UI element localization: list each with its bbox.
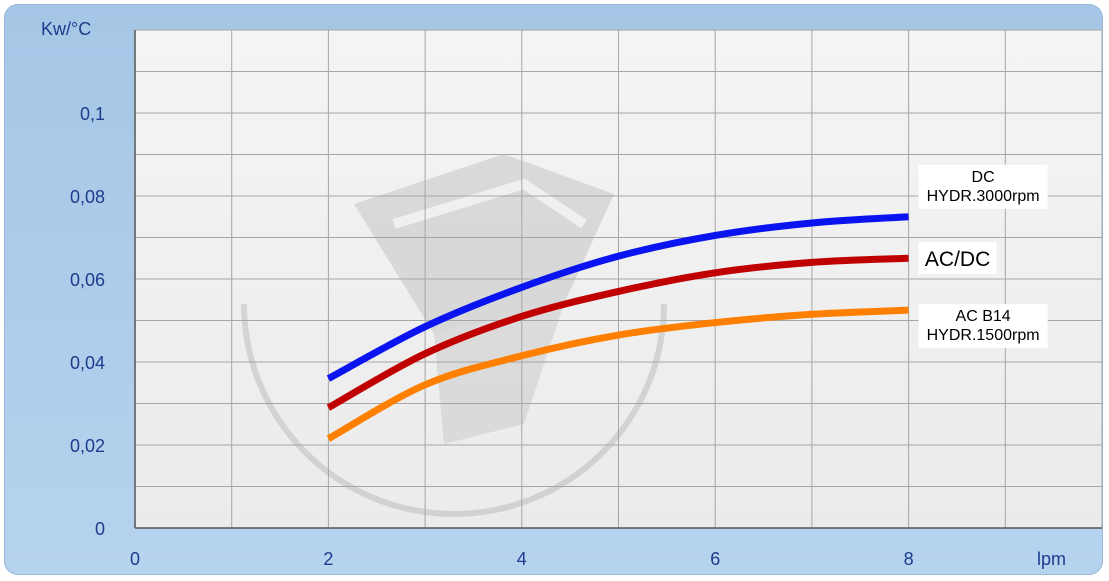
- x-tick-label: 0: [130, 549, 140, 569]
- series-label: HYDR.1500rpm: [927, 327, 1040, 344]
- y-tick-label: 0,06: [70, 270, 105, 290]
- x-tick-label: 6: [710, 549, 720, 569]
- series-label-box: [918, 164, 1048, 209]
- y-tick-label: 0: [95, 519, 105, 539]
- x-tick-label: 2: [323, 549, 333, 569]
- y-axis-label: Kw/°C: [41, 19, 91, 39]
- y-tick-label: 0,04: [70, 353, 105, 373]
- series-label: DC: [972, 169, 995, 186]
- series-labels: DC HYDR.3000rpm AC/DC AC B14 HYDR.1500rpm: [918, 164, 1048, 349]
- tick-labels: 0 2 4 6 8 0 0,02 0,04 0,06 0,08 0,1: [70, 104, 914, 569]
- series-lines: [326, 213, 909, 442]
- grid-lines: [134, 29, 1103, 529]
- series-label-box: [918, 304, 1048, 349]
- chart-svg: 0 2 4 6 8 0 0,02 0,04 0,06 0,08 0,1 DC HYDR.3000rpm…: [41, 19, 1103, 569]
- chart-frame: 0 2 4 6 8 0 0,02 0,04 0,06 0,08 0,1 DC HYDR.3000rpm…: [4, 4, 1103, 575]
- emmegi-logo-watermark: [241, 154, 667, 517]
- x-tick-label: 8: [904, 549, 914, 569]
- axes: [134, 30, 1102, 529]
- series-label: AC B14: [956, 308, 1011, 325]
- series-line: [326, 254, 909, 411]
- series-label-box: [918, 242, 997, 275]
- y-tick-label: 0,08: [70, 187, 105, 207]
- series-label: HYDR.3000rpm: [927, 188, 1040, 205]
- series-line: [326, 213, 909, 382]
- y-tick-label: 0,02: [70, 436, 105, 456]
- x-tick-label: 4: [517, 549, 527, 569]
- series-line: [326, 306, 909, 442]
- x-axis-label: lpm: [1037, 549, 1066, 569]
- series-label: AC/DC: [925, 248, 990, 271]
- y-tick-label: 0,1: [80, 104, 105, 124]
